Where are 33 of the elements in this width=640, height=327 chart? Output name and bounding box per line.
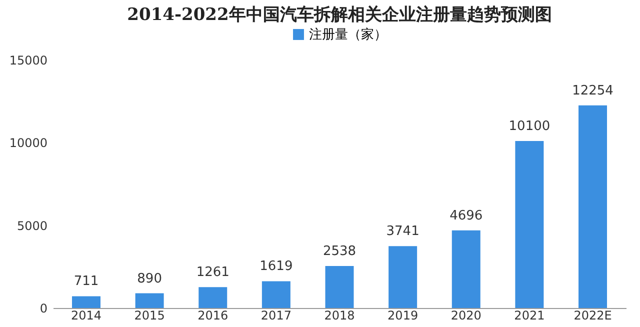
legend-label: 注册量（家） <box>309 26 387 42</box>
bar <box>262 281 290 308</box>
bar <box>452 230 480 308</box>
chart-title: 2014-2022年中国汽车拆解相关企业注册量趋势预测图 <box>127 5 552 25</box>
data-label: 711 <box>74 274 99 290</box>
x-tick-label: 2014 <box>70 308 102 322</box>
x-tick-label: 2022E <box>574 308 612 322</box>
x-tick-label: 2018 <box>324 308 355 322</box>
data-label: 3741 <box>386 224 420 240</box>
x-tick-label: 2020 <box>450 308 482 322</box>
bar <box>578 105 608 308</box>
x-tick-label: 2019 <box>388 308 418 322</box>
x-tick-label: 2016 <box>198 308 228 322</box>
y-tick-label: 0 <box>40 302 48 316</box>
x-tick-label: 2015 <box>134 308 165 322</box>
bar <box>72 296 100 308</box>
x-tick-label: 2017 <box>260 308 292 322</box>
bar <box>325 266 354 308</box>
bar <box>515 141 544 308</box>
bar <box>135 293 164 308</box>
data-label: 2538 <box>322 244 356 260</box>
data-label: 4696 <box>450 208 483 224</box>
y-tick-label: 15000 <box>9 54 48 68</box>
data-label: 10100 <box>508 119 550 134</box>
data-label: 12254 <box>572 83 614 98</box>
data-label: 1261 <box>196 265 230 280</box>
data-label: 1619 <box>260 259 293 274</box>
y-tick-label: 5000 <box>16 218 48 233</box>
data-label: 890 <box>137 271 162 286</box>
x-tick-label: 2021 <box>514 308 545 322</box>
y-tick-label: 10000 <box>9 136 48 150</box>
bar <box>198 287 228 308</box>
bar <box>388 246 418 308</box>
